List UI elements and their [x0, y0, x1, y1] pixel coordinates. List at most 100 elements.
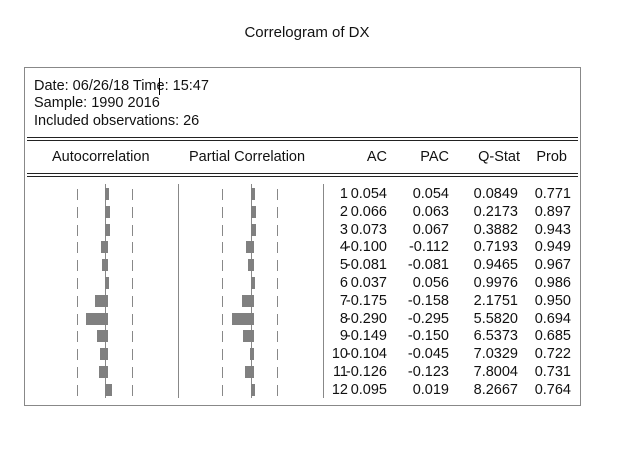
confidence-bound: [77, 384, 78, 396]
confidence-bound: [77, 295, 78, 307]
pac-value: -0.150: [407, 328, 449, 345]
prob-value: 0.967: [534, 257, 571, 274]
ac-bar: [86, 312, 108, 325]
q-stat-value: 0.9465: [473, 257, 518, 274]
lag: 3: [339, 221, 348, 238]
q-stat-value: 8.2667: [473, 381, 518, 398]
pac-value: -0.123: [407, 364, 449, 380]
confidence-bound: [277, 313, 278, 325]
q-stat-value: 0.7193: [473, 239, 518, 256]
confidence-bound: [132, 189, 133, 200]
prob-value: 0.943: [534, 221, 571, 238]
prob-value: 0.722: [534, 346, 571, 363]
ac-value: -0.100: [345, 239, 387, 256]
confidence-bound: [77, 278, 78, 289]
sample-range: Sample: 1990 2016: [34, 95, 160, 111]
pac-value: -0.045: [407, 346, 449, 363]
ac-bar: [100, 348, 108, 361]
prob-value: 0.771: [534, 186, 571, 202]
pac-value: -0.295: [407, 310, 449, 327]
confidence-bound: [277, 349, 278, 361]
confidence-bound: [77, 349, 78, 361]
confidence-bound: [277, 384, 278, 396]
pac-bar: [250, 348, 254, 361]
ac-value: -0.104: [345, 346, 387, 363]
lag: 10: [331, 346, 348, 363]
confidence-bound: [222, 189, 223, 200]
lag: 11: [332, 364, 348, 380]
lag: 5: [339, 257, 348, 274]
pac-bar: [242, 294, 254, 307]
q-stat-value: 0.3882: [473, 221, 518, 238]
ac-bar: [105, 383, 113, 396]
q-stat-value: 7.8004: [473, 364, 518, 380]
included-observations: Included observations: 26: [34, 113, 200, 129]
pac-bar: [251, 223, 257, 236]
ac-value: -0.175: [345, 292, 387, 309]
ac-value: -0.149: [345, 328, 387, 345]
pac-bar: [251, 188, 256, 200]
confidence-bound: [132, 349, 133, 361]
confidence-bound: [132, 206, 133, 218]
header-prob: Prob: [536, 149, 567, 165]
date-time: Date: 06/26/18 Time: 15:47: [34, 78, 209, 94]
ac-value: 0.073: [350, 221, 387, 238]
divider: [27, 137, 578, 141]
ac-zero-axis: [105, 184, 106, 398]
confidence-bound: [277, 331, 278, 343]
lag: 8: [339, 310, 348, 327]
ac-bar: [100, 241, 108, 254]
confidence-bound: [77, 260, 78, 272]
pac-bar: [247, 259, 254, 272]
pac-value: 0.067: [412, 221, 449, 238]
confidence-bound: [277, 260, 278, 272]
ac-bar: [105, 223, 111, 236]
ac-bar: [105, 205, 110, 218]
ac-bar: [96, 330, 108, 343]
confidence-bound: [222, 206, 223, 218]
lag: 6: [339, 275, 348, 291]
ac-bar: [105, 188, 110, 200]
confidence-bound: [77, 189, 78, 200]
ac-value: 0.095: [350, 381, 387, 398]
confidence-bound: [132, 278, 133, 289]
q-stat-value: 7.0329: [473, 346, 518, 363]
confidence-bound: [222, 295, 223, 307]
confidence-bound: [77, 242, 78, 254]
confidence-bound: [132, 224, 133, 236]
q-stat-value: 5.5820: [473, 310, 518, 327]
pac-value: 0.056: [412, 275, 449, 291]
confidence-bound: [222, 260, 223, 272]
q-stat-value: 6.5373: [473, 328, 518, 345]
ac-bar: [101, 259, 108, 272]
confidence-bound: [277, 189, 278, 200]
confidence-bound: [277, 367, 278, 378]
header-autocorrelation: Autocorrelation: [52, 149, 150, 165]
pac-value: -0.081: [407, 257, 449, 274]
ac-value: 0.066: [350, 203, 387, 220]
confidence-bound: [222, 331, 223, 343]
prob-value: 0.949: [534, 239, 571, 256]
ac-value: -0.290: [345, 310, 387, 327]
pac-zero-axis: [251, 184, 252, 398]
correlogram-table: [24, 67, 581, 406]
confidence-bound: [277, 224, 278, 236]
prob-value: 0.685: [534, 328, 571, 345]
lag: 1: [339, 186, 348, 202]
plot-divider: [178, 184, 179, 398]
divider: [27, 173, 578, 177]
header-ac: AC: [366, 149, 387, 165]
pac-value: -0.112: [408, 239, 449, 256]
lag: 12: [331, 381, 348, 398]
q-stat-value: 2.1751: [473, 292, 518, 309]
lag: 4: [339, 239, 348, 256]
pac-bar: [251, 383, 255, 396]
q-stat-value: 0.0849: [473, 186, 518, 202]
ac-value: 0.037: [350, 275, 387, 291]
q-stat-value: 0.2173: [473, 203, 518, 220]
confidence-bound: [277, 295, 278, 307]
confidence-bound: [222, 313, 223, 325]
pac-bar: [245, 241, 254, 254]
text-cursor: [159, 78, 160, 95]
plot-divider: [323, 184, 324, 398]
